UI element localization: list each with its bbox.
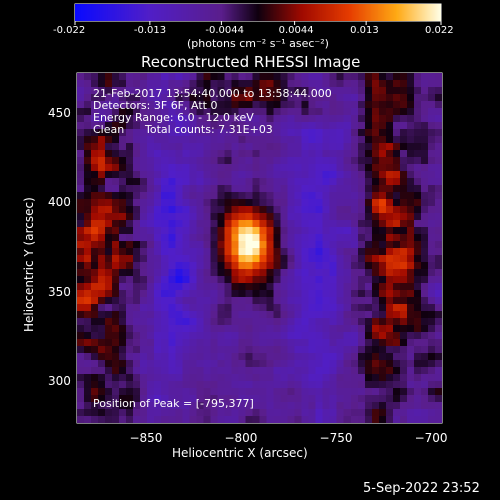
y-tick-label: 400 <box>48 195 71 210</box>
x-tick-label: −750 <box>319 431 353 445</box>
y-tick-label: 350 <box>48 284 71 299</box>
annotation-counts: Total counts: 7.31E+03 <box>145 123 273 136</box>
x-axis-label: Heliocentric X (arcsec) <box>172 446 308 460</box>
colorbar-tick-label: -0.0044 <box>205 25 244 36</box>
x-tick-label: −800 <box>224 431 258 445</box>
y-axis-label: Heliocentric Y (arcsec) <box>22 197 36 332</box>
x-tick-label: −850 <box>129 431 163 445</box>
colorbar-tick-label: 0.022 <box>425 25 454 36</box>
y-tick-label: 300 <box>48 373 71 388</box>
y-tick-label: 450 <box>48 106 71 121</box>
colorbar-unit-label: (photons cm⁻² s⁻¹ asec⁻²) <box>187 37 329 50</box>
annotation-peak: Position of Peak = [-795,377] <box>93 397 254 410</box>
colorbar-tick-label: 0.013 <box>350 25 379 36</box>
footer-date: 5-Sep-2022 23:52 <box>363 481 480 496</box>
colorbar-tick-label: 0.0044 <box>278 25 314 36</box>
colorbar-tick-label: -0.013 <box>133 25 167 36</box>
heatmap-image <box>77 73 442 423</box>
annotation-algorithm: Clean <box>93 123 125 136</box>
x-tick-label: −700 <box>414 431 448 445</box>
annotation-detectors: Detectors: 3F 6F, Att 0 <box>93 99 218 112</box>
colorbar-tick-label: -0.022 <box>53 25 86 36</box>
colorbar <box>75 4 441 21</box>
annotation-time-range: 21-Feb-2017 13:54:40.000 to 13:58:44.000 <box>93 87 332 100</box>
colorbar-ticks <box>74 21 442 25</box>
chart-title: Reconstructed RHESSI Image <box>141 53 361 71</box>
annotation-energy: Energy Range: 6.0 - 12.0 keV <box>93 111 254 124</box>
